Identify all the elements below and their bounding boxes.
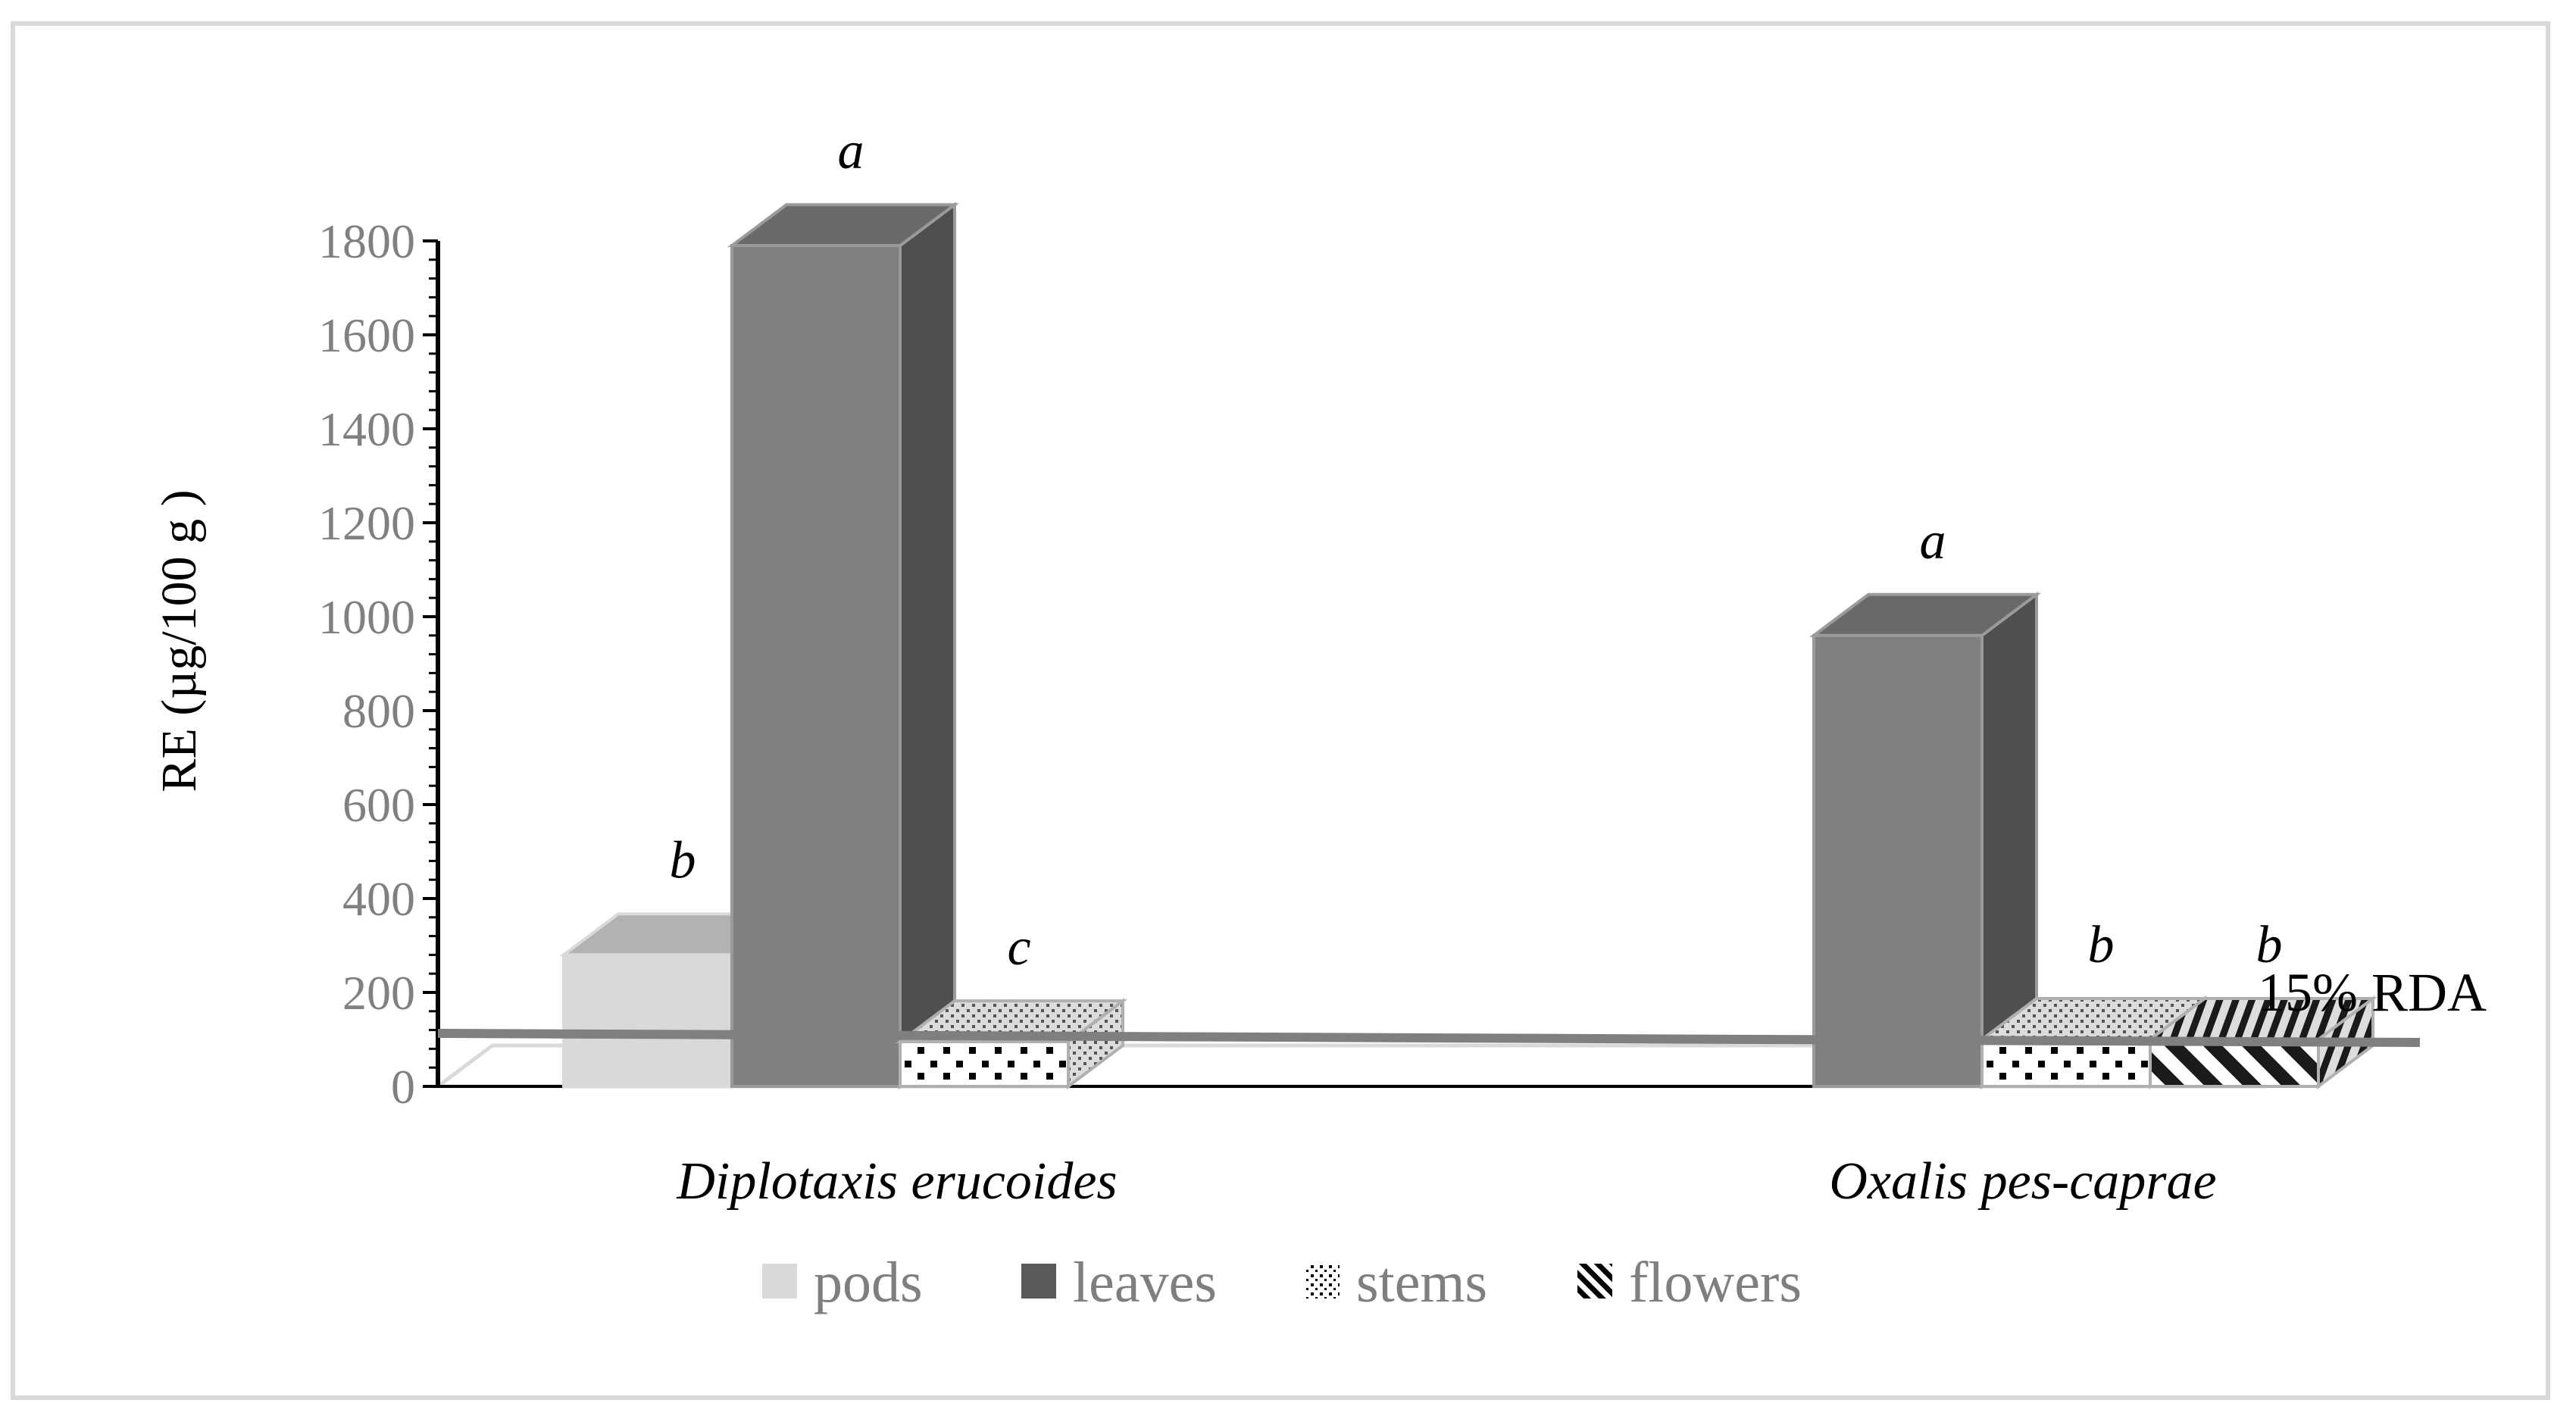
y-axis-label: RE (µg/100 g ) bbox=[152, 489, 207, 792]
legend-label: stems bbox=[1356, 1251, 1487, 1314]
y-tick-label: 800 bbox=[342, 684, 415, 738]
bar-front bbox=[1980, 1038, 2152, 1088]
legend-label: pods bbox=[814, 1251, 923, 1314]
legend: pods leaves stems flowers bbox=[762, 1251, 1802, 1314]
y-tick-label: 1600 bbox=[318, 308, 415, 362]
y-tick-label: 1000 bbox=[318, 590, 415, 644]
reference-line-stroke bbox=[437, 1029, 2421, 1047]
bar-leaves bbox=[1809, 591, 2041, 1089]
bar-front bbox=[562, 953, 733, 1089]
legend-label: leaves bbox=[1073, 1251, 1217, 1314]
bar-leaves bbox=[727, 202, 959, 1089]
reference-line-label: 15% RDA bbox=[2258, 962, 2487, 1023]
bar-side bbox=[899, 202, 956, 1089]
y-tick-label: 200 bbox=[342, 966, 415, 1020]
bar-front bbox=[730, 244, 902, 1089]
significance-label: b bbox=[670, 831, 696, 889]
legend-item-leaves: leaves bbox=[1021, 1251, 1217, 1314]
bar-front bbox=[2149, 1038, 2320, 1088]
legend-item-stems: stems bbox=[1305, 1251, 1487, 1314]
legend-swatch bbox=[1305, 1264, 1340, 1299]
y-tick-label: 1200 bbox=[318, 496, 415, 550]
y-tick-label: 400 bbox=[342, 872, 415, 926]
reference-line: 15% RDA bbox=[437, 962, 2487, 1047]
data-labels: b a c a b b bbox=[670, 122, 2283, 977]
bar-front bbox=[1812, 633, 1984, 1088]
y-axis: 0 200 400 600 800 1000 1200 1400 1600 1800 RE (µg/… bbox=[152, 214, 2265, 1211]
chart-frame bbox=[11, 21, 2550, 1400]
significance-label: a bbox=[1920, 512, 1946, 570]
significance-label: b bbox=[2088, 916, 2115, 974]
y-tick-label: 0 bbox=[391, 1060, 415, 1114]
legend-item-pods: pods bbox=[762, 1251, 923, 1314]
legend-label: flowers bbox=[1629, 1251, 1802, 1314]
x-category-label: Oxalis pes-caprae bbox=[1829, 1152, 2216, 1211]
significance-label: a bbox=[838, 122, 864, 180]
significance-label: b bbox=[2256, 916, 2283, 974]
significance-label: c bbox=[1007, 918, 1030, 977]
y-tick-label: 600 bbox=[342, 778, 415, 832]
bar-front bbox=[899, 1040, 1070, 1088]
legend-item-flowers: flowers bbox=[1577, 1251, 1802, 1314]
legend-swatch bbox=[1021, 1264, 1056, 1299]
x-category-label: Diplotaxis erucoides bbox=[676, 1152, 1117, 1211]
y-tick-label: 1800 bbox=[318, 214, 415, 268]
legend-swatch bbox=[762, 1264, 797, 1299]
legend-swatch bbox=[1577, 1264, 1612, 1299]
y-tick-label: 1400 bbox=[318, 402, 415, 456]
